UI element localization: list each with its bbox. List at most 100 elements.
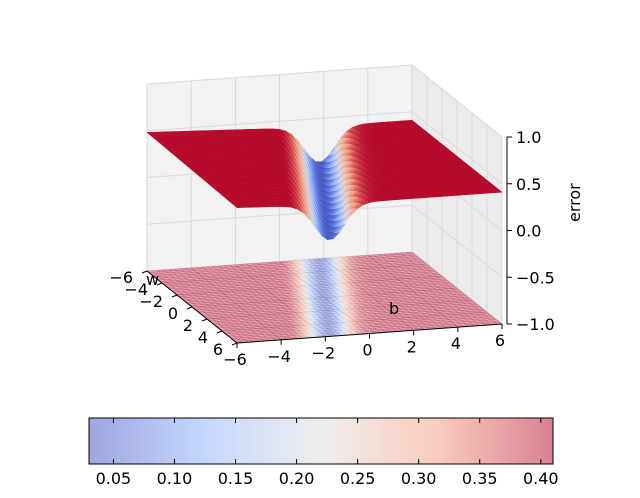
contour-cell <box>369 275 379 279</box>
contour-cell <box>214 286 224 290</box>
contour-cell <box>299 272 308 275</box>
contour-cell <box>428 269 437 273</box>
contour-cell <box>189 290 198 293</box>
contour-cell <box>375 275 384 278</box>
contour-cell <box>345 270 355 274</box>
contour-cell <box>378 278 388 281</box>
contour-cell <box>233 277 242 280</box>
contour-cell <box>417 280 427 283</box>
w-axis-label: w <box>146 270 159 289</box>
contour-cell <box>308 270 318 273</box>
contour-cell <box>299 287 309 290</box>
contour-cell <box>384 272 393 276</box>
contour-cell <box>321 280 331 284</box>
contour-cell <box>257 272 266 275</box>
contour-cell <box>277 274 286 277</box>
contour-cell <box>365 257 375 261</box>
contour-cell <box>251 277 261 280</box>
contour-cell <box>308 275 318 278</box>
contour-cell <box>423 279 432 283</box>
grid-line <box>221 311 488 332</box>
contour-cell <box>359 258 369 261</box>
contour-cell <box>244 276 253 279</box>
contour-cell <box>371 257 380 260</box>
contour-cell <box>189 280 198 283</box>
contour-cell <box>172 271 181 275</box>
contour-cell <box>391 254 400 257</box>
w-tick-label: 4 <box>198 328 208 347</box>
contour-cell <box>157 274 167 277</box>
contour-cell <box>358 256 367 260</box>
contour-cell <box>290 284 300 287</box>
contour-cell <box>347 272 356 275</box>
contour-cell <box>215 291 224 294</box>
contour-cell <box>432 277 441 281</box>
contour-cell <box>183 275 192 279</box>
grid-line <box>146 111 413 132</box>
contour-cell <box>198 292 208 296</box>
contour-cell <box>402 258 411 261</box>
contour-cell <box>362 274 371 277</box>
grid-line <box>146 251 413 272</box>
contour-cell <box>204 292 213 295</box>
contour-cell <box>238 267 248 270</box>
contour-cell <box>365 267 375 271</box>
contour-cell <box>297 280 307 284</box>
contour-cell <box>179 267 189 271</box>
contour-cell <box>308 284 318 288</box>
contour-cell <box>398 255 408 258</box>
contour-cell <box>174 268 183 271</box>
contour-cell <box>396 254 406 257</box>
contour-cell <box>251 262 260 266</box>
contour-cell <box>231 280 240 284</box>
contour-cell <box>387 261 397 264</box>
contour-cell <box>343 264 353 267</box>
contour-cell <box>216 293 226 296</box>
contour-cell <box>352 257 362 260</box>
contour-cell <box>267 261 277 265</box>
contour-cell <box>294 277 303 281</box>
contour-cell <box>308 265 318 268</box>
contour-cell <box>319 264 329 267</box>
contour-cell <box>404 279 414 283</box>
contour-cell <box>279 285 288 288</box>
contour-cell <box>259 288 268 291</box>
contour-cell <box>185 292 195 295</box>
contour-cell <box>288 263 297 266</box>
contour-cell <box>378 253 387 257</box>
contour-cell <box>191 296 200 299</box>
w-tick-label: 2 <box>183 316 193 335</box>
contour-cell <box>185 282 194 285</box>
contour-cell <box>393 280 403 283</box>
contour-cell <box>303 275 312 278</box>
contour-cell <box>409 259 419 263</box>
contour-cell <box>223 264 233 268</box>
contour-cell <box>349 264 358 267</box>
colorbar: 0.05 0.10 0.15 0.20 0.25 0.30 0.35 0.40 <box>88 417 559 488</box>
contour-cell <box>224 284 233 287</box>
contour-cell <box>343 283 353 287</box>
contour-cell <box>244 266 253 270</box>
contour-cell <box>376 266 386 270</box>
contour-cell <box>240 263 249 267</box>
contour-cell <box>329 281 338 285</box>
colorbar-tick-label: 0.15 <box>218 469 254 488</box>
contour-cell <box>409 254 419 258</box>
contour-cell <box>323 277 333 280</box>
contour-cell <box>332 260 341 263</box>
contour-cell <box>290 289 300 292</box>
contour-cell <box>371 267 380 270</box>
error-tick-label: 1.0 <box>516 128 541 147</box>
contour-cell <box>250 290 259 294</box>
contour-cell <box>321 261 330 264</box>
contour-cell <box>330 278 340 281</box>
contour-cell <box>227 282 237 285</box>
contour-cell <box>205 279 215 282</box>
contour-cell <box>323 262 332 265</box>
contour-cell <box>380 274 390 278</box>
contour-cell <box>242 265 251 268</box>
contour-cell <box>186 269 196 272</box>
contour-cell <box>245 263 255 266</box>
contour-cell <box>369 265 378 269</box>
contour-cell <box>205 269 214 272</box>
